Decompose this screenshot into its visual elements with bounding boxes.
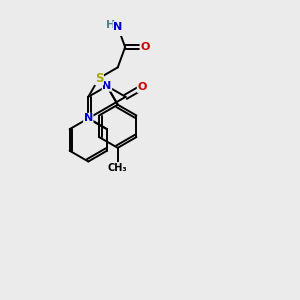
Text: H: H [106,20,116,30]
Text: CH₃: CH₃ [108,163,128,172]
Text: N: N [113,22,122,32]
Text: S: S [95,72,103,85]
Text: O: O [140,42,149,52]
Text: O: O [137,82,147,92]
Text: N: N [84,113,93,123]
Text: N: N [102,81,112,91]
